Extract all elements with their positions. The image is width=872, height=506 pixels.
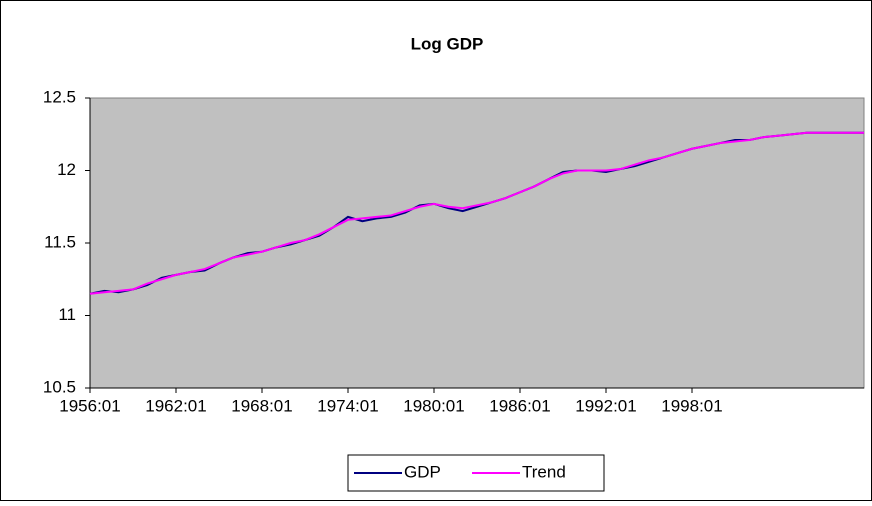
y-tick-label: 12 [57,160,76,179]
y-tick-label: 10.5 [43,377,76,396]
legend-label: Trend [522,462,566,481]
x-tick-label: 1962:01 [145,396,206,415]
chart-title: Log GDP [411,34,484,53]
x-tick-label: 1980:01 [403,396,464,415]
x-tick-label: 1974:01 [317,396,378,415]
x-tick-label: 1992:01 [575,396,636,415]
y-tick-label: 12.5 [43,87,76,106]
y-tick-label: 11.5 [44,232,76,251]
x-tick-label: 1998:01 [661,396,722,415]
x-tick-label: 1956:01 [59,396,120,415]
x-tick-label: 1968:01 [231,396,292,415]
x-tick-label: 1986:01 [489,396,550,415]
series-line [89,131,864,295]
y-tick-label: 11 [58,305,76,324]
legend-label: GDP [404,462,441,481]
plot-area [89,97,865,389]
